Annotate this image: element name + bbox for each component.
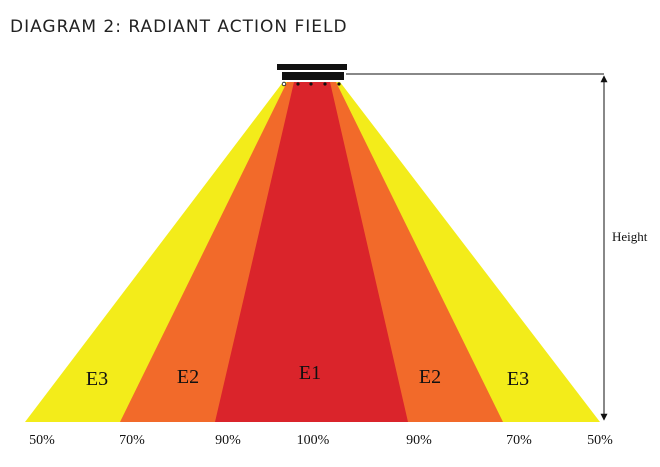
heater-body — [282, 72, 344, 80]
height-label: Height — [612, 229, 648, 244]
base-label: 70% — [506, 433, 532, 448]
heater-top — [277, 64, 347, 70]
zone-label: E2 — [419, 366, 441, 388]
base-label: 70% — [119, 433, 145, 448]
base-label: 50% — [29, 433, 55, 448]
zone-label: E2 — [177, 366, 199, 388]
title: DIAGRAM 2: RADIANT ACTION FIELD — [10, 17, 348, 37]
zone-label: E3 — [507, 368, 529, 390]
zone-e1 — [215, 82, 408, 422]
heater-dots — [281, 81, 341, 87]
base-label: 50% — [587, 433, 613, 448]
zone-label: E3 — [86, 368, 108, 390]
base-label: 90% — [406, 433, 432, 448]
base-label: 100% — [297, 433, 330, 448]
zone-label: E1 — [299, 362, 321, 384]
base-label: 90% — [215, 433, 241, 448]
